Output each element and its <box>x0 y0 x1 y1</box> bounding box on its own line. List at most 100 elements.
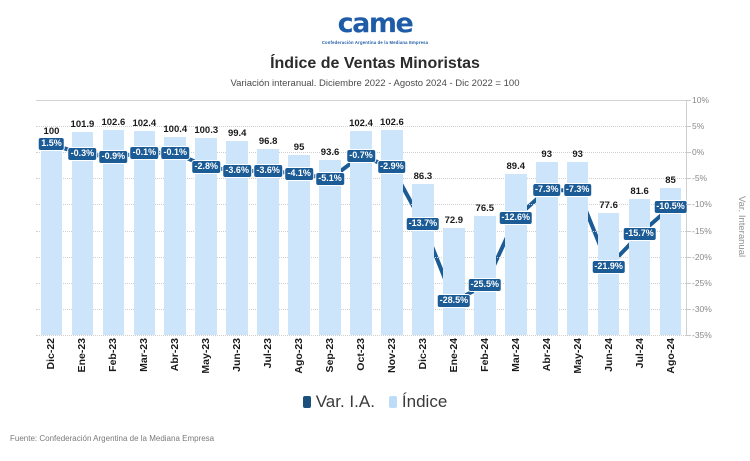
y-axis-tick-mark <box>686 230 691 232</box>
variation-value-label: -12.6% <box>498 211 534 226</box>
logo-tagline: Confederación Argentina de la Mediana Em… <box>321 40 429 45</box>
index-bar-label: 76.5 <box>475 203 495 215</box>
index-bar-label: 81.6 <box>630 186 649 198</box>
x-axis-label: Ago-24 <box>664 338 677 374</box>
index-bar <box>350 130 372 335</box>
index-bar <box>164 137 187 335</box>
variation-value-label: -5.1% <box>315 171 345 186</box>
x-axis-label: May-24 <box>571 338 584 374</box>
x-axis-label: Jul-23 <box>262 338 275 369</box>
index-bar <box>535 161 558 335</box>
source-note: Fuente: Confederación Argentina de la Me… <box>10 434 215 443</box>
x-axis-label: Abr-24 <box>540 338 553 372</box>
index-bar-label: 95 <box>293 142 305 154</box>
y-axis-title: Var. Interanual <box>736 196 747 258</box>
y-axis-tick-mark <box>686 152 691 154</box>
index-bar-label: 93 <box>541 148 552 160</box>
y-axis-tick-label: -10% <box>692 199 712 210</box>
variation-value-label: -2.9% <box>377 160 407 175</box>
index-bar <box>257 149 279 335</box>
index-bar <box>504 173 527 335</box>
index-bar <box>412 183 434 335</box>
y-axis-tick-label: 5% <box>692 121 705 132</box>
variation-value-label: -7.3% <box>531 183 562 198</box>
variation-value-label: -0.1% <box>160 145 191 160</box>
index-bar-label: 101.9 <box>70 119 95 131</box>
index-bar <box>566 161 589 335</box>
chart-legend: Var. I.A. Índice <box>0 392 750 412</box>
index-bar <box>381 130 403 335</box>
y-axis-tick-label: -5% <box>692 173 708 184</box>
variation-value-label: -21.9% <box>591 259 626 274</box>
x-axis-label: Jun-24 <box>602 338 615 372</box>
x-axis-label: Ene-24 <box>447 338 460 373</box>
grid-line <box>36 100 686 101</box>
index-bar-label: 102.4 <box>132 117 157 129</box>
plot-area: 100 101.9 102.6 102.4 100.4 100.3 99.4 96.8 95 93… <box>36 100 688 336</box>
variation-value-label: 1.5% <box>38 137 65 152</box>
index-bar-label: 102.6 <box>101 117 126 128</box>
x-axis-label: Mar-23 <box>138 338 151 372</box>
index-bar-label: 85 <box>665 175 676 187</box>
legend-item-var-ia: Var. I.A. <box>302 392 375 412</box>
y-axis-tick-label: -30% <box>692 303 712 314</box>
y-axis-tick-label: -35% <box>692 330 712 340</box>
y-axis-tick-label: -15% <box>692 225 712 236</box>
index-bar-label: 89.4 <box>506 160 526 172</box>
index-bar <box>71 132 94 335</box>
index-bar-label: 99.4 <box>227 127 247 139</box>
y-axis-tick-mark <box>686 308 691 310</box>
index-bar-label: 102.6 <box>380 117 404 128</box>
variation-value-label: -4.1% <box>284 166 314 181</box>
grid-line <box>36 335 686 336</box>
x-axis-label: Abr-23 <box>169 338 182 372</box>
x-axis-label: Feb-23 <box>107 338 120 372</box>
index-bar-label: 100 <box>43 125 60 137</box>
index-bar <box>628 199 651 335</box>
index-bar-label: 96.8 <box>258 136 278 148</box>
variation-value-label: -0.1% <box>129 145 160 160</box>
legend-swatch-indice <box>388 396 397 408</box>
x-axis-label: Dic-23 <box>416 338 429 370</box>
index-bar-label: 100.4 <box>163 124 188 136</box>
variation-value-label: -0.7% <box>346 148 376 163</box>
variation-value-label: -3.6% <box>222 164 252 179</box>
y-axis-tick-mark <box>686 100 691 101</box>
y-axis-spine <box>686 100 687 335</box>
variation-value-label: -7.3% <box>562 183 593 198</box>
index-bar <box>443 228 465 335</box>
legend-label-var-ia: Var. I.A. <box>315 392 375 411</box>
index-bar-label: 77.6 <box>599 199 618 211</box>
y-axis-tick-label: 0% <box>692 147 705 158</box>
x-axis-label: Sep-23 <box>324 338 337 373</box>
variation-value-label: -2.8% <box>191 159 221 174</box>
chart-title: Índice de Ventas Minoristas <box>270 55 480 72</box>
x-axis-label: Jun-23 <box>231 338 244 372</box>
x-axis-label: Jul-24 <box>633 338 646 369</box>
variation-value-label: -13.7% <box>405 216 441 231</box>
y-axis-tick-mark <box>686 256 691 258</box>
legend-label-indice: Índice <box>401 392 448 411</box>
y-axis-tick-mark <box>686 126 691 128</box>
index-bar-label: 100.3 <box>194 124 219 136</box>
index-bar <box>226 140 248 335</box>
index-bar <box>288 155 310 335</box>
x-axis-label: Mar-24 <box>509 338 522 372</box>
index-bar <box>319 159 341 335</box>
index-bar-label: 102.4 <box>349 117 373 129</box>
x-axis-label: Feb-24 <box>478 338 491 372</box>
x-axis-label: Oct-23 <box>355 338 367 371</box>
legend-item-indice: Índice <box>388 392 448 412</box>
index-bar <box>40 138 63 335</box>
variation-value-label: -0.9% <box>98 149 129 164</box>
y-axis-tick-label: -25% <box>692 277 712 288</box>
x-axis-label: May-23 <box>200 338 213 374</box>
index-bar <box>473 216 496 335</box>
y-axis-tick-label: 10% <box>692 95 710 105</box>
grid-line <box>36 126 686 128</box>
index-bar-label: 86.3 <box>413 170 433 182</box>
index-bar <box>133 130 156 335</box>
y-axis-tick-mark <box>686 178 691 180</box>
chart-subtitle: Variación interanual. Diciembre 2022 - A… <box>230 78 520 89</box>
